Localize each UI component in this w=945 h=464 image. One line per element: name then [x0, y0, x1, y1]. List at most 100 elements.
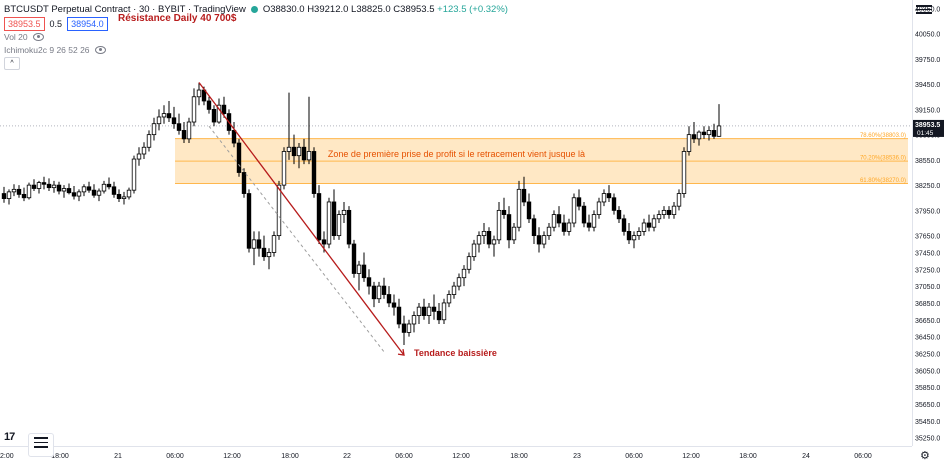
candle [536, 235, 542, 245]
candle [176, 123, 182, 131]
candle [351, 243, 357, 274]
candle [146, 134, 152, 148]
candle [301, 146, 307, 161]
eye-icon[interactable] [94, 46, 106, 54]
volume-indicator-row[interactable]: Vol 20 [4, 32, 44, 42]
price-axis[interactable] [912, 0, 945, 446]
candle [166, 113, 172, 119]
candle [386, 294, 392, 304]
candle [346, 209, 352, 245]
ichimoku-indicator-row[interactable]: Ichimoku2c 9 26 52 26 [4, 45, 106, 55]
candle [696, 131, 702, 140]
fib-label-786: 78.60%(38803.0) [860, 133, 906, 139]
collapse-legend-button[interactable]: ^ [4, 57, 20, 70]
eye-icon[interactable] [32, 33, 44, 41]
candle [101, 183, 107, 192]
candle [481, 231, 487, 237]
time-axis[interactable] [0, 446, 912, 464]
candle [556, 214, 562, 224]
candle [366, 277, 372, 287]
fib-label-702: 70.20%(38536.0) [860, 156, 906, 162]
candles-group [1, 82, 722, 346]
candle [331, 201, 337, 237]
object-tree-button[interactable] [28, 433, 54, 457]
candle [56, 184, 62, 192]
candle [316, 193, 322, 241]
candle [466, 256, 472, 270]
buy-price-button[interactable]: 38954.0 [67, 17, 108, 31]
candle [586, 222, 592, 228]
candle [616, 209, 622, 220]
candle [581, 205, 587, 224]
candle [501, 209, 507, 215]
candle [326, 201, 332, 245]
candle [446, 294, 452, 304]
candle [456, 277, 462, 287]
candle [631, 235, 637, 241]
candle [491, 239, 497, 245]
candle [81, 186, 87, 193]
candle [606, 193, 612, 199]
candle [571, 197, 577, 224]
candle [661, 209, 667, 215]
candle [621, 218, 627, 232]
gear-icon[interactable]: ⚙ [920, 450, 930, 462]
candle [381, 285, 387, 295]
candle [106, 183, 112, 188]
candle [156, 116, 162, 125]
tradingview-logo: 17 [4, 431, 15, 443]
candle [31, 184, 37, 189]
candle [611, 197, 617, 211]
candle [131, 158, 137, 191]
candle [231, 130, 237, 144]
candle [471, 243, 477, 258]
bid-ask-row: 38953.5 0.5 38954.0 [4, 17, 108, 31]
candle [436, 310, 442, 321]
candle [246, 193, 252, 249]
candle [311, 151, 317, 194]
candle [191, 96, 197, 123]
candle [126, 189, 132, 198]
candle [51, 184, 57, 189]
volume-indicator-label: Vol 20 [4, 32, 28, 42]
candle [271, 235, 277, 253]
candle [151, 123, 157, 136]
hamburger-menu-icon[interactable] [911, 3, 937, 17]
candle [711, 130, 717, 137]
candle [196, 89, 202, 98]
resistance-note: Résistance Daily 40 700$ [118, 13, 237, 24]
candle [1, 193, 7, 199]
candle [391, 302, 397, 308]
candle [91, 189, 97, 196]
candle [546, 226, 552, 237]
sell-price-button[interactable]: 38953.5 [4, 17, 45, 31]
candle [411, 315, 417, 325]
candle [496, 209, 502, 241]
ichimoku-indicator-label: Ichimoku2c 9 26 52 26 [4, 45, 90, 55]
candle [336, 214, 342, 237]
candle [206, 100, 212, 110]
candle [251, 239, 257, 249]
candle [646, 222, 652, 228]
candle [521, 188, 527, 203]
candle [96, 190, 102, 196]
candle [71, 192, 77, 197]
downtrend-line[interactable] [198, 82, 405, 356]
candle [461, 268, 467, 279]
candle [116, 193, 122, 199]
fib-label-618: 61.80%(38270.0) [860, 178, 906, 184]
candle [241, 172, 247, 194]
price-change: +123.5 (+0.32%) [437, 4, 508, 15]
trend-label: Tendance baissière [414, 348, 497, 358]
candle [306, 151, 312, 161]
candle [26, 184, 32, 199]
candle [426, 306, 432, 316]
candle [441, 302, 447, 321]
candle [691, 134, 697, 140]
candle [601, 193, 607, 203]
candle [221, 104, 227, 115]
candle [656, 214, 662, 220]
candle [511, 226, 517, 241]
candle [286, 146, 292, 152]
